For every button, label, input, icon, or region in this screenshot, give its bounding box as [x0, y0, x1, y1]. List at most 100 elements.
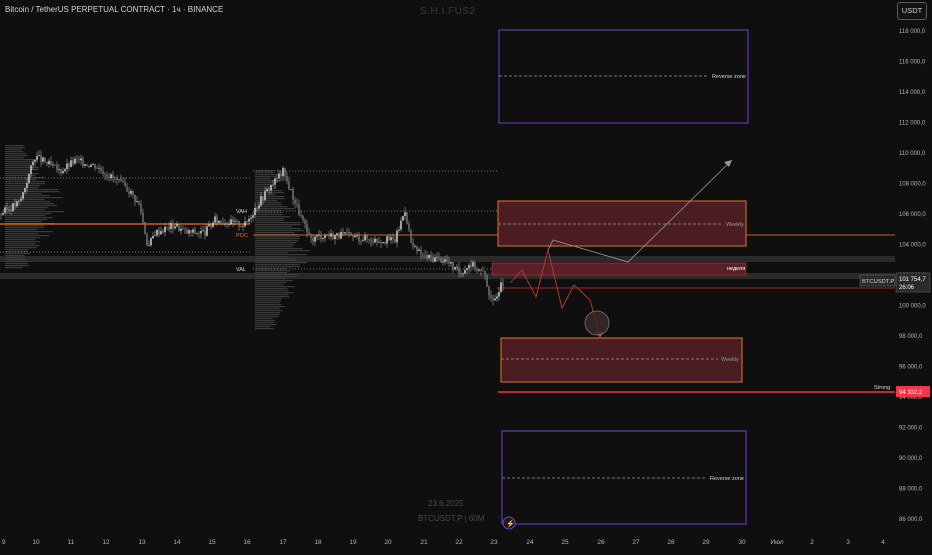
price-tick-label: 96 000,0: [899, 365, 923, 371]
candle-body: [176, 223, 178, 227]
candle-body: [170, 223, 172, 230]
volume-profile-bar: [5, 253, 31, 255]
volume-profile-bar: [5, 153, 27, 155]
volume-profile-bar: [5, 249, 28, 251]
candle-body: [238, 220, 240, 227]
volume-profile-bar: [5, 267, 23, 269]
candle-body: [362, 240, 364, 241]
candle-body: [240, 226, 242, 227]
candle-body: [308, 232, 310, 234]
volume-profile-bar: [255, 308, 280, 310]
author-watermark: S.H.I.FUS2: [420, 6, 476, 17]
candle-body: [276, 178, 278, 179]
time-tick-label: 2: [810, 539, 814, 546]
candle-body: [100, 167, 102, 171]
candle-body: [164, 226, 166, 233]
volume-profile-bar: [255, 272, 287, 274]
candle-body: [232, 219, 234, 222]
reverse-zone-bottom-label: Reverse zone: [710, 476, 744, 482]
volume-profile-bar: [5, 185, 40, 187]
candle-body: [98, 167, 100, 169]
volume-profile-bar: [255, 178, 271, 180]
currency-button[interactable]: USDT: [897, 2, 927, 20]
candle-body: [156, 229, 158, 236]
volume-profile-bar: [255, 210, 281, 212]
volume-profile-bar: [255, 212, 283, 214]
candle-body: [272, 184, 274, 186]
candle-body: [90, 164, 92, 167]
price-tick-label: 114 000,0: [899, 90, 926, 96]
candle-body: [330, 233, 332, 237]
volume-profile-bar: [255, 184, 272, 186]
candle-body: [498, 292, 500, 297]
candle-body: [324, 235, 326, 238]
candle-body: [258, 205, 260, 209]
volume-profile-bar: [255, 250, 310, 252]
price-tick-label: 108 000,0: [899, 182, 926, 188]
candle-body: [338, 233, 340, 239]
nedelya-zone[interactable]: [491, 262, 747, 276]
candle-body: [92, 163, 94, 165]
volume-profile-bar: [255, 198, 285, 200]
candle-body: [32, 161, 34, 166]
volume-profile-bar: [5, 173, 39, 175]
candle-body: [110, 174, 112, 178]
candle-body: [18, 200, 20, 202]
time-tick-label: 13: [138, 539, 146, 546]
time-tick-label: 19: [349, 539, 357, 546]
chart-title: Bitcoin / TetherUS PERPETUAL CONTRACT · …: [5, 5, 224, 14]
current-price-tag: [895, 272, 931, 293]
candle-body: [482, 270, 484, 272]
volume-profile-bar: [255, 246, 293, 248]
volume-profile-bar: [255, 202, 282, 204]
candle-body: [44, 157, 46, 162]
volume-profile-bar: [5, 201, 51, 203]
volume-profile-bar: [255, 214, 283, 216]
candle-body: [250, 217, 252, 219]
volume-profile-bar: [255, 238, 300, 240]
candle-body: [154, 235, 156, 237]
weekly-zone-upper[interactable]: [497, 200, 747, 247]
candle-body: [56, 164, 58, 170]
weekly-zone-lower[interactable]: [500, 337, 743, 383]
volume-band-lower: [0, 273, 895, 279]
candle-body: [12, 203, 14, 211]
target-circle[interactable]: [584, 310, 610, 336]
candle-body: [440, 257, 442, 263]
volume-profile-bar: [255, 218, 284, 220]
candle-body: [304, 220, 306, 224]
candle-body: [334, 235, 336, 240]
candle-body: [94, 163, 96, 169]
volume-profile-bar: [5, 187, 38, 189]
candle-body: [16, 201, 18, 207]
candle-body: [430, 254, 432, 258]
bolt-icon[interactable]: [502, 516, 516, 530]
volume-profile-bar: [5, 191, 60, 193]
candle-body: [24, 188, 26, 193]
candle-body: [260, 196, 262, 206]
symbol-tag-text: BTCUSDT.P: [862, 279, 894, 285]
candle-body: [284, 167, 286, 176]
volume-profile-bar: [5, 155, 29, 157]
volume-profile-bar: [5, 245, 40, 247]
candle-body: [328, 236, 330, 237]
candle-body: [490, 295, 492, 299]
time-tick-label: 28: [667, 539, 675, 546]
volume-profile-bar: [255, 306, 286, 308]
volume-profile-bar: [255, 216, 291, 218]
reverse-zone-bottom[interactable]: [501, 430, 747, 525]
volume-profile-bar: [255, 286, 295, 288]
reverse-zone-top[interactable]: [498, 29, 749, 124]
candle-body: [8, 209, 10, 211]
volume-profile-bar: [255, 206, 288, 208]
candle-body: [322, 238, 324, 239]
strong-price-text: 94 332,2: [899, 390, 923, 396]
candle-body: [288, 181, 290, 190]
candle-body: [366, 235, 368, 239]
volume-profile-bar: [5, 231, 53, 233]
candle-body: [298, 204, 300, 215]
candle-body: [2, 213, 4, 215]
candle-body: [234, 220, 236, 222]
